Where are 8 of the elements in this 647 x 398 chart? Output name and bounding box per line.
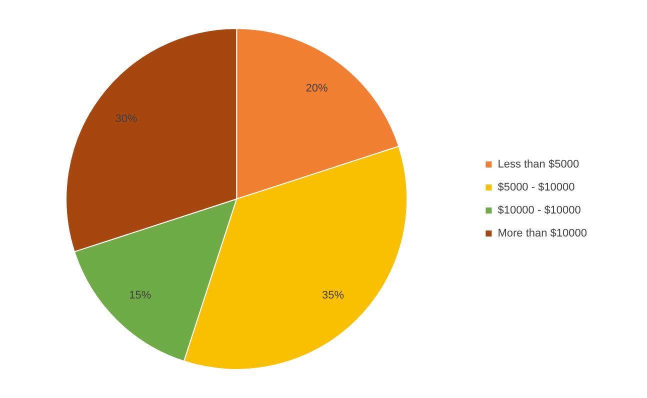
legend-label: Less than $5000 [498, 158, 580, 171]
legend-label: $10000 - $10000 [498, 204, 581, 217]
data-label: 35% [322, 289, 344, 302]
legend-label: More than $10000 [498, 228, 588, 240]
data-label: 30% [115, 112, 138, 125]
data-label: 15% [129, 289, 152, 302]
legend-label: $5000 - $10000 [498, 182, 575, 194]
data-label: 20% [306, 82, 328, 95]
